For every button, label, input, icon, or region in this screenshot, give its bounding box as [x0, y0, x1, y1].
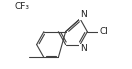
- Text: Cl: Cl: [99, 27, 108, 36]
- Text: N: N: [80, 10, 87, 19]
- Text: CF₃: CF₃: [15, 2, 30, 11]
- Text: N: N: [80, 44, 87, 53]
